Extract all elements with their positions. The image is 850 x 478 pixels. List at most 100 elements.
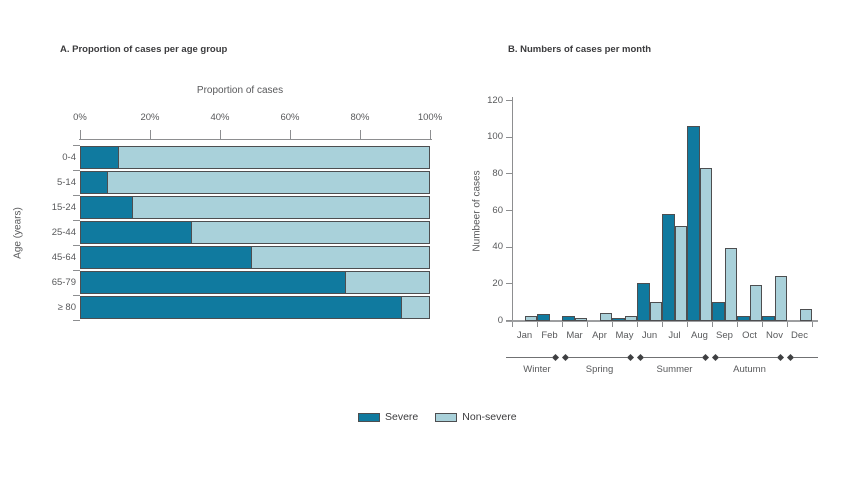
age-category-label: 25-44 [51,226,76,238]
season-diamond-icon [711,353,720,361]
bar-non-severe [250,246,430,269]
season-diamond-icon [636,353,645,361]
panel-a-axis-title: Proportion of cases [196,85,284,96]
x-tick-mark [430,130,431,139]
y-tick-mark [506,210,512,211]
season-diamond-icon [786,353,795,361]
x-tick-mark [812,322,813,327]
bar-non-severe [345,271,430,294]
x-tick-mark [537,322,538,327]
season-line [506,357,552,358]
bar-severe [80,146,119,169]
legend-label: Severe [385,411,419,423]
y-tick-mark [73,295,80,296]
month-label: Jul [668,330,681,341]
month-label: Apr [592,330,607,341]
bar-non-severe [191,221,430,244]
x-tick-label: 80% [350,112,370,123]
x-tick-mark [587,322,588,327]
x-axis-line [506,320,818,322]
bar-non-severe [131,196,430,219]
bar-non-severe-dec [799,309,812,321]
x-tick-label: 0% [73,112,87,123]
y-tick-mark [73,195,80,196]
season-line [644,357,702,358]
season-diamond-icon [551,353,560,361]
x-tick-mark [220,130,221,139]
x-tick-mark [762,322,763,327]
x-axis-line [79,139,432,140]
month-label: Sep [716,330,733,341]
y-tick-mark [506,283,512,285]
age-category-label: 15-24 [51,201,76,213]
bar-severe-sep [712,302,725,321]
y-tick-mark [506,246,512,248]
x-tick-label: 40% [210,112,230,123]
age-bar-row [80,221,430,244]
y-tick-mark [73,245,80,246]
month-label: Aug [691,330,708,341]
y-tick-label: 60 [492,204,503,216]
x-tick-mark [687,322,688,327]
legend-swatch-severe [358,412,380,422]
legend-label: Non-severe [462,411,517,423]
x-tick-label: 60% [280,112,300,123]
bar-non-severe [117,146,430,169]
y-tick-label: 120 [487,94,503,106]
month-label: Mar [566,330,583,341]
bar-non-severe-jun [649,302,662,321]
y-tick-label: 100 [487,131,503,143]
age-category-label: ≥ 80 [57,301,76,313]
y-tick-mark [73,270,80,271]
x-tick-mark [150,130,151,139]
y-tick-label: 0 [497,314,503,326]
bar-severe [80,221,192,244]
bar-severe [80,246,252,269]
season-diamond-icon [701,353,710,361]
bar-non-severe-nov [774,276,787,321]
bar-severe-feb [537,314,550,321]
x-tick-mark [662,322,663,327]
bar-severe [80,171,108,194]
x-tick-mark [512,322,513,327]
bar-severe-oct [737,316,750,321]
age-bar-row [80,296,430,319]
age-category-label: 65-79 [51,276,76,288]
y-tick-mark [73,170,80,171]
age-bar-row [80,271,430,294]
age-bar-row [80,196,430,219]
bar-non-severe [107,171,430,194]
y-tick-mark [506,320,512,321]
season-label-autumn: Autumn [733,364,766,375]
bar-non-severe-aug [699,168,712,321]
x-tick-mark [712,322,713,327]
x-tick-mark [360,130,361,139]
bar-non-severe-sep [724,248,737,321]
y-tick-mark [506,100,512,101]
y-tick-label: 20 [492,277,503,289]
age-category-label: 45-64 [51,251,76,263]
y-tick-label: 80 [492,167,503,179]
x-tick-mark [637,322,638,327]
panel-b-title: B. Numbers of cases per month [508,44,652,55]
bar-non-severe-apr [599,313,612,321]
legend-item: Non-severe [435,411,517,423]
panel-a-title: A. Proportion of cases per age group [60,44,228,55]
x-tick-label: 100% [417,112,443,123]
bar-non-severe-jul [674,226,687,321]
legend: Severe Non-severe [358,411,517,423]
bar-severe [80,296,402,319]
x-tick-mark [737,322,738,327]
season-diamond-icon [561,353,570,361]
bar-non-severe [401,296,430,319]
season-line [569,357,627,358]
age-category-label: 0-4 [62,151,76,163]
bar-non-severe-may [624,316,637,321]
bar-severe [80,196,133,219]
bar-non-severe-jan [524,316,537,321]
age-bar-row [80,171,430,194]
bar-non-severe-oct [749,285,762,321]
x-tick-label: 20% [140,112,160,123]
season-label-spring: Spring [585,364,614,375]
